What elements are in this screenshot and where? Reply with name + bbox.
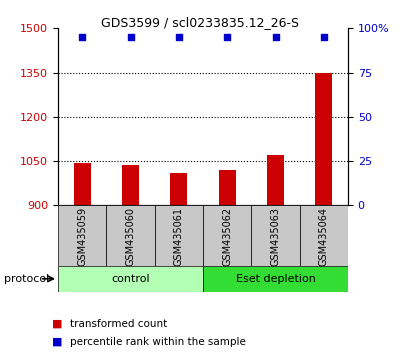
Bar — [74, 163, 91, 205]
Bar — [203, 266, 348, 292]
Text: GSM435062: GSM435062 — [222, 207, 232, 266]
Bar — [155, 205, 203, 266]
Text: transformed count: transformed count — [70, 319, 167, 329]
Bar — [170, 173, 187, 205]
Text: GSM435059: GSM435059 — [77, 207, 87, 266]
Text: GDS3599 / scl0233835.12_26-S: GDS3599 / scl0233835.12_26-S — [101, 16, 299, 29]
Text: Eset depletion: Eset depletion — [236, 274, 316, 284]
Bar — [267, 155, 284, 205]
Bar — [219, 170, 236, 205]
Text: GSM435060: GSM435060 — [126, 207, 136, 266]
Bar — [106, 205, 155, 266]
Text: protocol: protocol — [4, 274, 49, 284]
Bar — [122, 165, 139, 205]
Bar — [251, 205, 300, 266]
Bar — [300, 205, 348, 266]
Point — [224, 34, 230, 40]
Text: GSM435061: GSM435061 — [174, 207, 184, 266]
Point — [272, 34, 279, 40]
Bar — [58, 266, 203, 292]
Point — [321, 34, 327, 40]
Point — [127, 34, 134, 40]
Point — [176, 34, 182, 40]
Text: GSM435063: GSM435063 — [270, 207, 280, 266]
Text: ■: ■ — [52, 337, 62, 347]
Bar — [315, 73, 332, 205]
Text: control: control — [111, 274, 150, 284]
Bar — [58, 205, 106, 266]
Text: GSM435064: GSM435064 — [319, 207, 329, 266]
Text: ■: ■ — [52, 319, 62, 329]
Point — [79, 34, 85, 40]
Text: percentile rank within the sample: percentile rank within the sample — [70, 337, 246, 347]
Bar — [203, 205, 251, 266]
